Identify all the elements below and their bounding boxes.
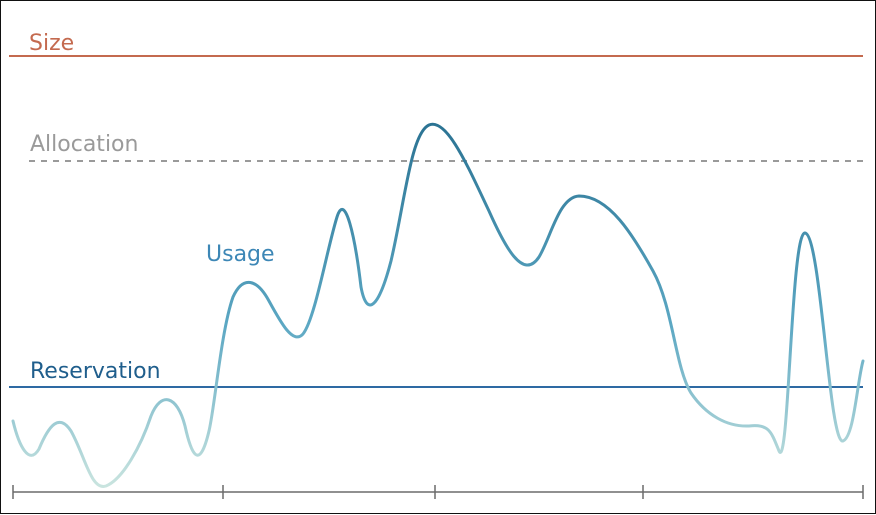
size-label: Size — [29, 31, 74, 56]
reservation-label: Reservation — [30, 359, 161, 384]
usage-curve — [11, 122, 865, 488]
usage-label: Usage — [206, 242, 275, 267]
allocation-label: Allocation — [30, 132, 138, 157]
